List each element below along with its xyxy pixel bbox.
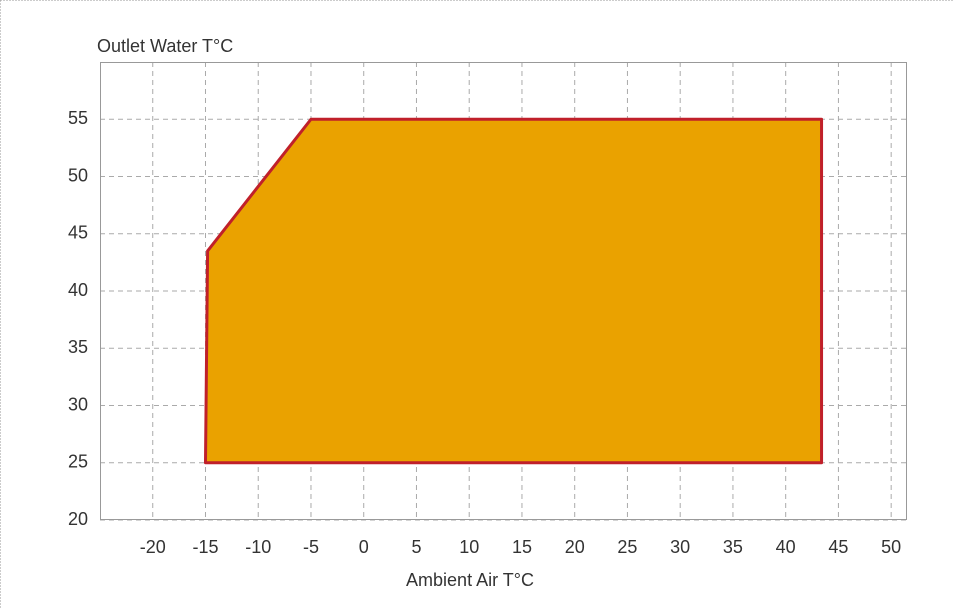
y-axis-label: Outlet Water T°C	[97, 36, 233, 56]
y-tick-label: 55	[68, 108, 88, 128]
x-tick-label: -10	[245, 537, 271, 557]
x-tick-label: -20	[140, 537, 166, 557]
x-tick-label: 50	[881, 537, 901, 557]
y-tick-label: 25	[68, 452, 88, 472]
y-tick-label: 30	[68, 394, 88, 414]
marks	[203, 117, 824, 465]
x-tick-label: 25	[617, 537, 637, 557]
x-tick-label: 40	[776, 537, 796, 557]
x-tick-label: -5	[303, 537, 319, 557]
x-tick-label: -15	[192, 537, 218, 557]
x-tick-label: 35	[723, 537, 743, 557]
x-tick-label: 10	[459, 537, 479, 557]
y-tick-label: 40	[68, 280, 88, 300]
x-axis-label: Ambient Air T°C	[406, 570, 534, 590]
plot-border	[100, 62, 907, 520]
y-tick-label: 20	[68, 509, 88, 529]
x-tick-label: 30	[670, 537, 690, 557]
x-tick-label: 0	[359, 537, 369, 557]
x-tick-label: 15	[512, 537, 532, 557]
x-tick-label: 45	[828, 537, 848, 557]
operating-envelope	[203, 117, 824, 465]
y-tick-label: 45	[68, 223, 88, 243]
y-tick-label: 50	[68, 165, 88, 185]
x-tick-label: 5	[411, 537, 421, 557]
x-tick-label: 20	[565, 537, 585, 557]
y-tick-label: 35	[68, 337, 88, 357]
